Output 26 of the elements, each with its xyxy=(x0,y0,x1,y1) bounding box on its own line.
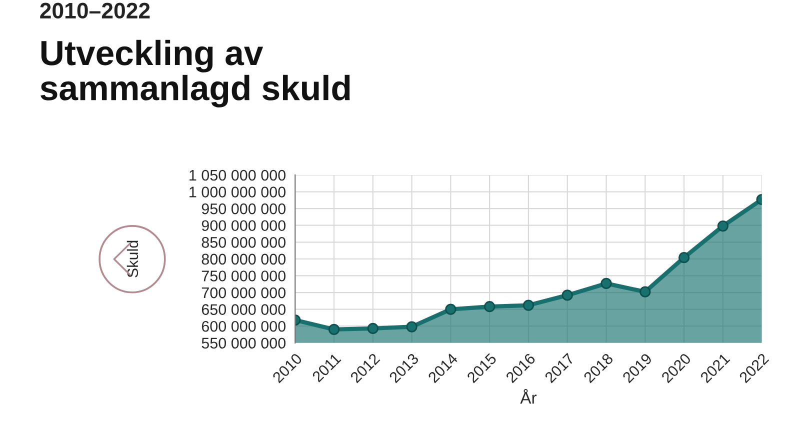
y-tick-label: 750 000 000 xyxy=(202,270,286,282)
point xyxy=(678,252,690,264)
y-tick-label: 950 000 000 xyxy=(202,203,286,214)
y-tick-label: 650 000 000 xyxy=(202,304,286,315)
point xyxy=(717,220,728,232)
point xyxy=(640,286,651,298)
y-tick-label: 900 000 000 xyxy=(202,220,286,232)
point xyxy=(328,324,340,336)
point xyxy=(484,301,496,312)
y-tick-label: 1 000 000 000 xyxy=(190,186,286,198)
point xyxy=(367,322,378,334)
point xyxy=(600,278,612,289)
y-tick-label: 850 000 000 xyxy=(202,237,286,248)
y-tick-label: 700 000 000 xyxy=(202,287,286,298)
point xyxy=(406,321,418,332)
point xyxy=(522,300,534,311)
y-axis-title: Skuld xyxy=(126,240,138,278)
y-tick-label: 600 000 000 xyxy=(202,320,286,332)
y-tick-label: 550 000 000 xyxy=(202,338,286,349)
x-axis-title: År xyxy=(520,389,537,404)
y-tick-label: 800 000 000 xyxy=(202,254,286,265)
chart-title: Utveckling av sammanlagd skuld xyxy=(40,40,350,108)
text: 2010–2022 xyxy=(40,2,150,19)
y-tick-label: 1 050 000 000 xyxy=(190,170,286,181)
point xyxy=(562,290,573,301)
point xyxy=(445,304,456,315)
